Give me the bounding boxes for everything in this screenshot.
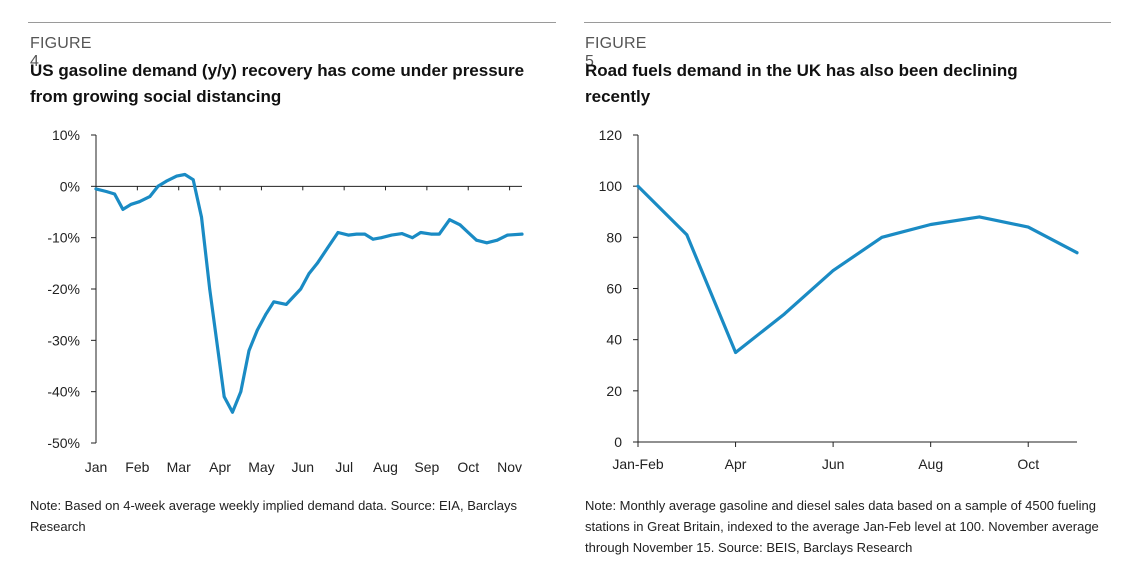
data-point xyxy=(175,174,179,178)
data-point xyxy=(183,173,187,176)
x-tick-label: Jun xyxy=(292,459,315,475)
data-point xyxy=(326,246,329,250)
data-point xyxy=(216,349,220,352)
figure-5-top-rule xyxy=(584,22,1111,23)
series-line xyxy=(94,172,524,414)
y-tick-label: 80 xyxy=(606,229,622,245)
data-point xyxy=(475,238,478,242)
y-tick-label: 10% xyxy=(52,127,80,143)
data-point xyxy=(307,272,311,275)
series-line xyxy=(636,184,1079,355)
data-point xyxy=(782,312,786,316)
y-tick-label: 20 xyxy=(606,383,622,399)
data-point xyxy=(315,261,319,265)
y-tick-label: -50% xyxy=(47,435,80,451)
y-tick-label: 0% xyxy=(60,178,80,194)
x-tick-label: Sep xyxy=(414,459,439,475)
data-point xyxy=(400,232,404,236)
x-tick-label: Jun xyxy=(822,456,845,472)
data-point xyxy=(734,351,737,354)
x-tick-label: Nov xyxy=(497,459,522,475)
figure-4-title: US gasoline demand (y/y) recovery has co… xyxy=(30,61,525,106)
x-tick-label: Aug xyxy=(918,456,943,472)
data-point xyxy=(880,235,884,239)
y-tick-label: 60 xyxy=(606,281,622,297)
data-point xyxy=(208,287,212,291)
data-point xyxy=(148,195,152,199)
data-point xyxy=(355,232,358,236)
data-point xyxy=(113,192,116,196)
data-point xyxy=(390,233,394,237)
data-point xyxy=(138,200,141,204)
data-point xyxy=(448,218,451,222)
data-point xyxy=(231,410,234,414)
data-point xyxy=(255,328,259,332)
data-point xyxy=(520,232,524,236)
data-point xyxy=(336,231,340,234)
figure-5-title: Road fuels demand in the UK has also bee… xyxy=(585,61,1018,106)
data-point xyxy=(1026,225,1030,229)
data-point xyxy=(380,236,383,240)
data-point xyxy=(831,269,835,272)
data-point xyxy=(94,187,98,191)
data-point xyxy=(437,232,441,236)
data-point xyxy=(506,233,509,237)
x-tick-label: May xyxy=(248,459,274,475)
figure-4-note: Note: Based on 4-week average weekly imp… xyxy=(30,498,518,534)
data-point xyxy=(191,178,195,182)
x-tick-label: Feb xyxy=(125,459,149,475)
data-point xyxy=(429,232,433,236)
data-point xyxy=(1075,251,1079,255)
figure-5-note: Note: Monthly average gasoline and diese… xyxy=(585,498,1099,555)
data-point xyxy=(299,287,303,291)
data-point xyxy=(284,303,288,306)
x-tick-label: Aug xyxy=(373,459,398,475)
y-tick-label: 100 xyxy=(599,178,623,194)
data-point xyxy=(419,231,423,234)
y-tick-label: 120 xyxy=(599,127,623,143)
figure-5-label: FIGURE 5 xyxy=(585,35,647,70)
data-point xyxy=(200,215,203,219)
data-point xyxy=(156,184,160,188)
data-point xyxy=(239,390,243,394)
y-tick-label: -20% xyxy=(47,281,80,297)
y-tick-label: 0 xyxy=(614,434,622,450)
data-point xyxy=(411,236,414,240)
data-point xyxy=(164,179,168,183)
data-point xyxy=(466,231,470,234)
data-point xyxy=(458,223,462,227)
data-point xyxy=(371,237,375,241)
x-tick-label: Jan xyxy=(85,459,108,475)
figure-4-top-rule xyxy=(28,22,556,23)
data-point xyxy=(685,233,689,237)
data-point xyxy=(129,202,133,206)
figure-4-chart: 10% 0% -10% -20% -30% -40% -50% Jan Feb Mar Apr May… xyxy=(47,127,524,475)
y-tick-label: 40 xyxy=(606,332,622,348)
data-point xyxy=(346,233,350,237)
figure-5-chart: 120 100 80 60 40 20 0 Jan-Feb Apr Jun Aug Oct xyxy=(599,127,1079,472)
y-tick-label: -30% xyxy=(47,332,80,348)
data-point xyxy=(247,349,251,352)
data-point xyxy=(636,184,640,188)
data-point xyxy=(272,300,276,304)
x-tick-label: Jan-Feb xyxy=(612,456,664,472)
data-point xyxy=(485,241,489,245)
x-tick-label: Jul xyxy=(335,459,353,475)
x-tick-label: Oct xyxy=(1017,456,1039,472)
data-point xyxy=(363,232,367,236)
data-point xyxy=(104,190,108,193)
data-point xyxy=(929,223,933,226)
x-tick-label: Mar xyxy=(167,459,191,475)
x-tick-label: Apr xyxy=(209,459,231,475)
data-point xyxy=(264,313,267,317)
data-point xyxy=(222,395,226,399)
y-tick-label: -10% xyxy=(47,230,80,246)
data-point xyxy=(121,208,125,211)
x-tick-label: Apr xyxy=(725,456,747,472)
y-tick-label: -40% xyxy=(47,384,80,400)
x-tick-label: Oct xyxy=(457,459,479,475)
figure-4-label: FIGURE 4 xyxy=(30,35,92,70)
data-point xyxy=(978,215,981,219)
data-point xyxy=(495,238,499,242)
